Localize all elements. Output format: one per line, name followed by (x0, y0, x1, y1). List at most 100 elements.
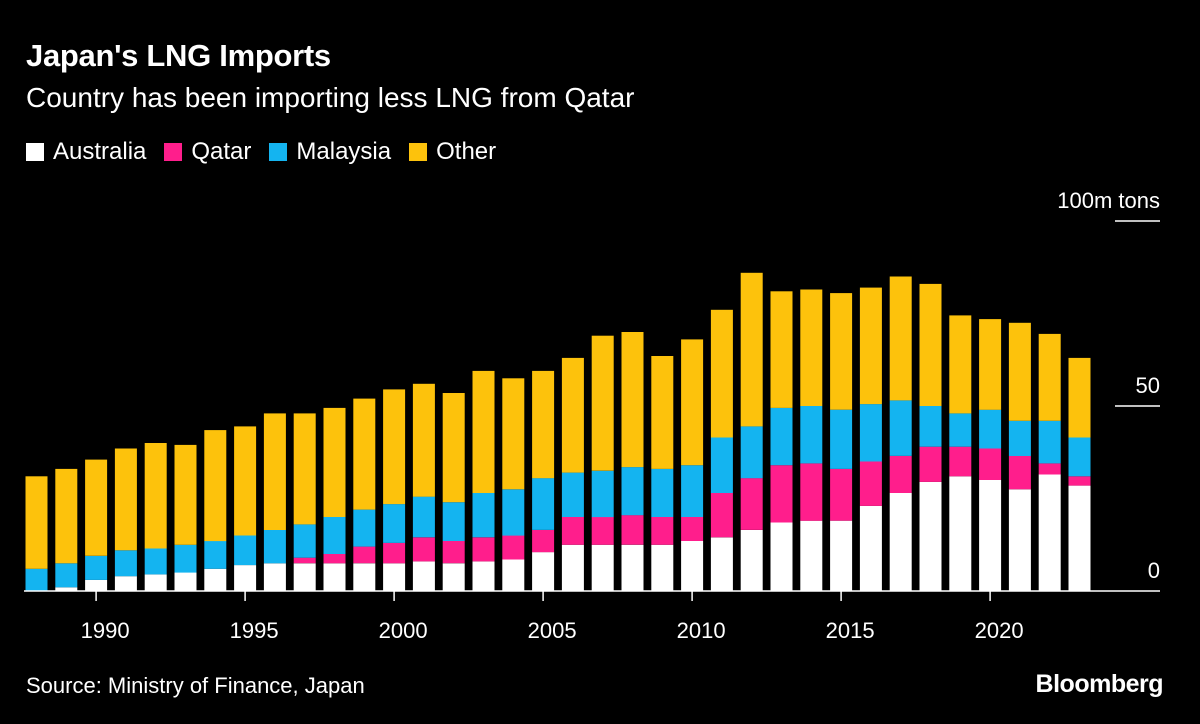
bar-other-1990 (85, 459, 108, 556)
bar-other-2003 (472, 370, 495, 493)
bar-other-2008 (621, 332, 644, 468)
bar-qatar-2013 (770, 465, 793, 523)
bar-other-2018 (919, 283, 942, 406)
bar-australia-2020 (979, 480, 1002, 591)
bar-other-2001 (412, 383, 435, 497)
bar-malaysia-2011 (710, 437, 733, 493)
bar-australia-1996 (263, 563, 286, 592)
bar-malaysia-2009 (651, 468, 674, 517)
bar-qatar-2009 (651, 517, 674, 545)
bar-qatar-2006 (561, 517, 584, 545)
bar-other-1998 (323, 407, 346, 517)
bar-australia-1997 (293, 563, 316, 592)
y-tick-label-0: 0 (1148, 558, 1160, 583)
bar-malaysia-2010 (681, 465, 704, 517)
bar-qatar-2004 (502, 535, 525, 560)
bar-qatar-2023 (1068, 476, 1091, 486)
bar-qatar-2017 (889, 456, 912, 493)
bar-australia-1998 (323, 563, 346, 592)
bar-australia-2000 (383, 563, 406, 592)
bar-malaysia-2000 (383, 504, 406, 543)
legend-swatch-qatar (164, 143, 183, 161)
bar-other-2012 (740, 272, 763, 427)
bar-australia-1992 (144, 574, 167, 591)
bar-other-2000 (383, 389, 406, 505)
legend-swatch-malaysia (269, 143, 288, 161)
bar-other-2020 (979, 319, 1002, 410)
legend: Australia Qatar Malaysia Other (26, 138, 514, 166)
bar-australia-2006 (561, 544, 584, 592)
bar-qatar-2015 (830, 468, 853, 521)
bar-australia-2002 (442, 563, 465, 592)
legend-swatch-other (409, 143, 428, 161)
bar-australia-2015 (830, 520, 853, 591)
bar-qatar-1999 (353, 546, 376, 564)
legend-label-qatar: Qatar (191, 138, 252, 165)
bar-qatar-2021 (1008, 456, 1031, 490)
bar-malaysia-1989 (55, 563, 78, 588)
bar-other-1993 (174, 444, 197, 545)
bar-other-2005 (532, 370, 555, 479)
bar-australia-1994 (204, 568, 227, 591)
bar-other-2016 (859, 287, 882, 405)
bar-other-2014 (800, 289, 823, 406)
bar-other-2017 (889, 276, 912, 401)
bar-malaysia-2020 (979, 409, 1002, 449)
bar-malaysia-1991 (114, 550, 137, 577)
bar-australia-2023 (1068, 485, 1091, 591)
y-tick-label-100: 100m tons (1057, 188, 1160, 213)
bar-malaysia-2017 (889, 400, 912, 456)
bar-australia-1989 (55, 587, 78, 591)
legend-label-malaysia: Malaysia (296, 138, 392, 165)
bar-qatar-2016 (859, 461, 882, 506)
bar-australia-2019 (949, 476, 972, 591)
bar-malaysia-2016 (859, 404, 882, 462)
bar-other-1988 (25, 476, 48, 569)
bar-malaysia-1995 (234, 535, 257, 566)
bar-other-1994 (204, 430, 227, 542)
bars-group (25, 272, 1091, 592)
bar-australia-2016 (859, 505, 882, 591)
legend-label-other: Other (436, 138, 497, 165)
legend-label-australia: Australia (53, 138, 147, 165)
bar-other-2007 (591, 335, 614, 471)
legend-item-australia: Australia (26, 138, 146, 166)
bar-qatar-2011 (710, 492, 733, 538)
bar-australia-2008 (621, 544, 644, 592)
bar-other-2021 (1008, 322, 1031, 421)
y-tick-label-50: 50 (1136, 373, 1160, 398)
bar-malaysia-2001 (412, 496, 435, 538)
bloomberg-logo: Bloomberg (1035, 670, 1164, 698)
bar-qatar-2019 (949, 446, 972, 477)
bar-malaysia-2018 (919, 406, 942, 447)
bar-malaysia-2013 (770, 407, 793, 466)
x-tick-label-1990: 1990 (81, 618, 130, 643)
bar-malaysia-2021 (1008, 420, 1031, 456)
bar-malaysia-2004 (502, 489, 525, 536)
bar-other-1992 (144, 443, 167, 549)
bar-other-2002 (442, 393, 465, 503)
bar-other-1991 (114, 448, 137, 551)
bar-qatar-2007 (591, 517, 614, 545)
x-axis: 1990 1995 2000 2005 2010 2015 2020 (24, 590, 1160, 643)
bar-other-2015 (830, 293, 853, 410)
bar-australia-2003 (472, 561, 495, 591)
source-note: Source: Ministry of Finance, Japan (26, 673, 365, 698)
bar-other-2019 (949, 315, 972, 414)
bar-malaysia-2003 (472, 492, 495, 538)
bar-other-2011 (710, 309, 733, 438)
bar-malaysia-1996 (263, 530, 286, 564)
chart-subtitle: Country has been importing less LNG from… (26, 82, 635, 113)
bar-malaysia-2007 (591, 470, 614, 518)
bar-malaysia-2008 (621, 467, 644, 516)
bar-malaysia-2022 (1038, 420, 1061, 464)
chart-title: Japan's LNG Imports (26, 38, 331, 73)
bar-australia-2014 (800, 520, 823, 591)
bar-qatar-1997 (293, 557, 316, 564)
bar-australia-2009 (651, 544, 674, 592)
bar-australia-1993 (174, 572, 197, 591)
bar-australia-2017 (889, 492, 912, 591)
bar-qatar-2003 (472, 537, 495, 562)
bar-other-1999 (353, 398, 376, 510)
